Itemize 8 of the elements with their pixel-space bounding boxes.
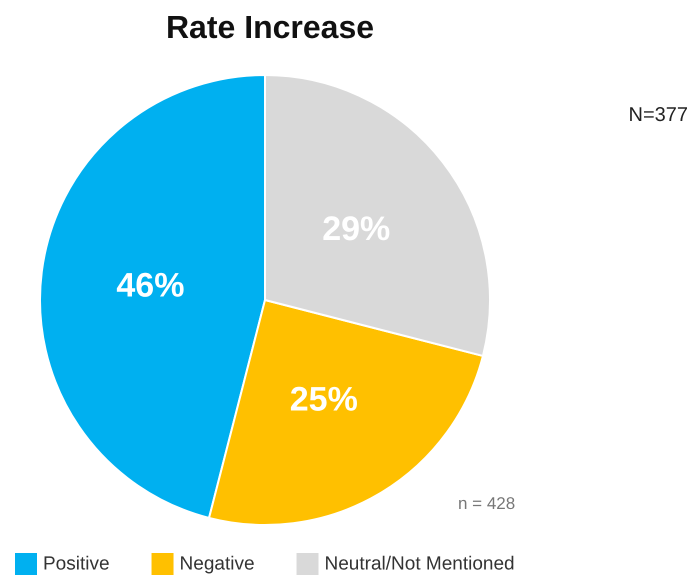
legend-label: Positive (43, 554, 110, 574)
text: N=377 (628, 104, 688, 126)
data-label: 46% (116, 266, 184, 305)
chart-title: Rate Increase (166, 9, 374, 45)
legend-label: Neutral/Not Mentioned (324, 554, 515, 574)
legend-label: Negative (180, 554, 255, 574)
data-label: 25% (290, 380, 358, 418)
text: n = 428 (458, 494, 516, 513)
